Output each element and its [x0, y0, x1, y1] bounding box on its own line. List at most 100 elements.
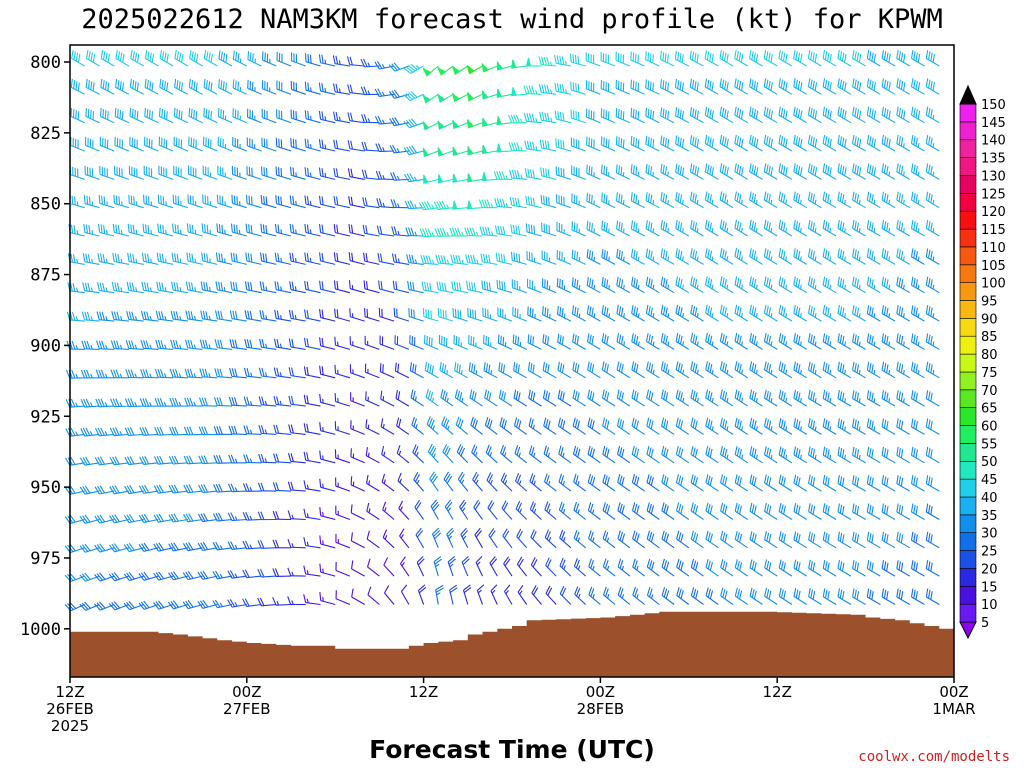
- wind-barb: [557, 389, 572, 407]
- wind-barb: [452, 173, 468, 183]
- wind-barb: [129, 107, 144, 124]
- wind-barb: [290, 138, 306, 152]
- wind-barb: [734, 276, 748, 294]
- wind-barb: [158, 136, 174, 152]
- wind-barb: [822, 588, 837, 605]
- wind-barb: [153, 542, 174, 552]
- wind-barb: [232, 108, 248, 124]
- wind-barb: [409, 362, 424, 379]
- wind-barb: [259, 252, 277, 265]
- wind-barb: [586, 333, 601, 350]
- wind-barb: [601, 333, 616, 350]
- wind-barb: [380, 390, 395, 407]
- wind-barb: [304, 110, 321, 124]
- wind-barb: [481, 280, 498, 294]
- wind-barb: [318, 252, 336, 265]
- wind-barb: [184, 339, 203, 350]
- wind-barb: [482, 307, 498, 322]
- wind-barb: [523, 112, 542, 124]
- wind-barb: [508, 114, 527, 124]
- wind-barb: [719, 361, 734, 379]
- wind-barb: [866, 219, 881, 237]
- wind-barb: [374, 115, 395, 125]
- wind-barb: [158, 165, 174, 180]
- wind-barb: [509, 169, 527, 180]
- wind-barb: [925, 531, 940, 549]
- wind-barb: [866, 333, 881, 350]
- wind-barb: [229, 367, 247, 379]
- wind-barb: [778, 503, 793, 520]
- wind-barb: [333, 224, 351, 237]
- wind-barb: [257, 597, 277, 607]
- wind-barb: [896, 78, 911, 95]
- wind-barb: [110, 340, 129, 350]
- wind-barb: [572, 417, 587, 435]
- wind-barb: [334, 449, 351, 464]
- wind-barb: [866, 475, 881, 492]
- wind-barb: [423, 334, 439, 350]
- wind-barb: [390, 199, 409, 209]
- wind-barb: [822, 333, 837, 350]
- wind-barb: [793, 219, 807, 237]
- wind-barb: [258, 453, 277, 464]
- wind-barb: [866, 418, 881, 435]
- wind-barb: [925, 219, 940, 237]
- wind-barb: [123, 601, 144, 611]
- wind-barb: [247, 51, 262, 67]
- wind-barb: [764, 502, 778, 520]
- wind-barb: [367, 586, 380, 605]
- wind-barb: [689, 50, 704, 67]
- wind-barb: [807, 304, 822, 322]
- wind-barb: [456, 444, 469, 464]
- colorbar-over-triangle: [959, 84, 977, 105]
- wind-barb: [230, 223, 247, 237]
- wind-barb: [112, 252, 130, 265]
- wind-barb: [488, 528, 498, 549]
- wind-barb: [435, 584, 444, 605]
- wind-barb: [348, 196, 365, 209]
- wind-barb: [108, 601, 130, 611]
- wind-barb: [275, 195, 292, 209]
- wind-barb: [246, 137, 262, 152]
- wind-barb: [778, 417, 793, 435]
- wind-barb: [319, 450, 336, 464]
- wind-barb: [517, 584, 528, 605]
- wind-barb: [543, 417, 557, 435]
- wind-barb: [690, 417, 704, 435]
- wind-barb: [778, 304, 793, 322]
- wind-barb: [881, 531, 896, 549]
- wind-barb: [168, 513, 188, 523]
- wind-barb: [778, 134, 793, 152]
- wind-barb: [763, 191, 778, 209]
- wind-barb: [587, 502, 601, 520]
- wind-barb: [363, 280, 380, 294]
- wind-barb: [660, 107, 675, 124]
- wind-barb: [65, 398, 85, 408]
- wind-barb: [319, 478, 336, 492]
- wind-barb: [200, 310, 218, 322]
- wind-barb: [734, 587, 749, 605]
- wind-barb: [617, 445, 631, 464]
- wind-barb: [690, 502, 704, 520]
- wind-barb: [156, 281, 174, 294]
- wind-barb: [452, 200, 468, 210]
- wind-barb: [910, 134, 925, 152]
- wind-barb: [763, 163, 778, 180]
- wind-barb: [142, 194, 159, 209]
- wind-barb: [97, 253, 115, 265]
- wind-barb: [350, 560, 365, 577]
- wind-barb: [94, 601, 115, 611]
- wind-barb: [228, 454, 247, 464]
- wind-barb: [398, 500, 410, 520]
- wind-barb: [183, 513, 203, 523]
- wind-barb: [631, 361, 645, 379]
- wind-barb: [272, 597, 292, 606]
- wind-barb: [778, 276, 793, 294]
- wind-barb: [157, 194, 174, 209]
- wind-barb: [585, 108, 601, 124]
- wind-barb: [852, 503, 866, 520]
- colorbar-swatch: [959, 193, 977, 212]
- colorbar-under-triangle: [959, 621, 977, 640]
- x-tick-label: 26FEB: [46, 700, 93, 718]
- wind-barb: [407, 281, 424, 294]
